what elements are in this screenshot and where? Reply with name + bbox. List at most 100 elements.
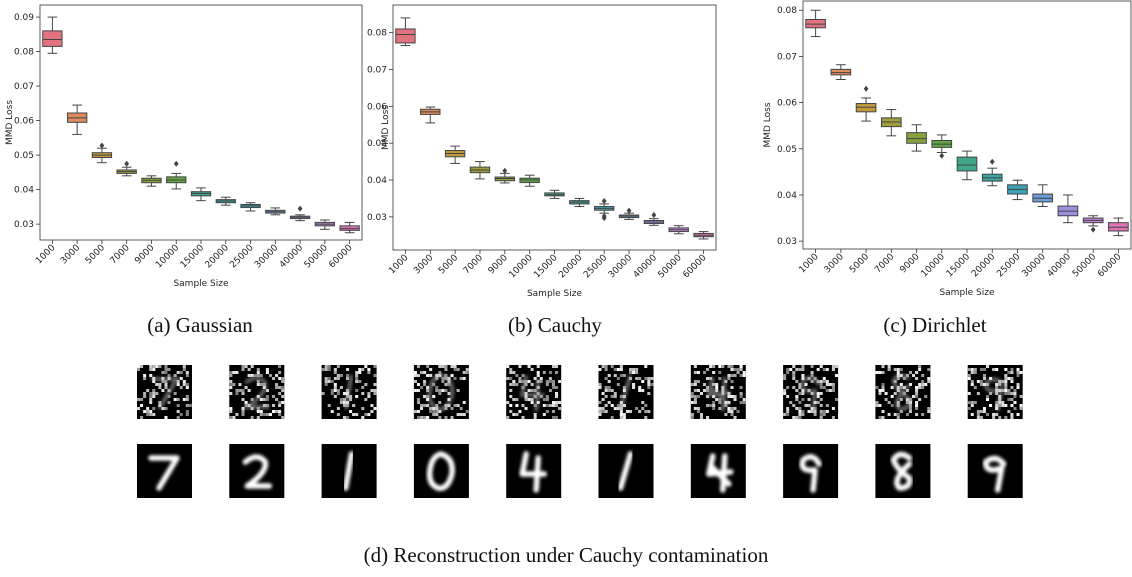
noise-pixel: [164, 368, 167, 371]
noise-pixel: [460, 413, 463, 416]
noise-pixel: [272, 410, 275, 413]
noise-pixel: [229, 383, 232, 386]
noise-pixel: [149, 398, 152, 401]
noise-pixel: [814, 413, 817, 416]
noise-pixel: [429, 374, 432, 377]
noise-pixel: [364, 365, 367, 368]
noise-pixel: [623, 416, 626, 419]
y-tick-label: 0.07: [14, 82, 34, 92]
noise-pixel: [325, 380, 328, 383]
noise-pixel: [189, 404, 192, 407]
y-tick-label: 0.03: [367, 213, 387, 223]
noise-pixel: [629, 368, 632, 371]
noise-pixel: [1004, 368, 1007, 371]
noise-pixel: [364, 413, 367, 416]
noise-pixel: [457, 404, 460, 407]
noise-pixel: [644, 377, 647, 380]
noise-pixel: [792, 386, 795, 389]
noise-pixel: [730, 365, 733, 368]
noise-pixel: [528, 380, 531, 383]
noise-pixel: [712, 365, 715, 368]
noise-pixel: [515, 374, 518, 377]
noise-pixel: [1007, 377, 1010, 380]
x-tick-label: 25000: [228, 243, 256, 271]
noise-pixel: [740, 392, 743, 395]
noise-pixel: [229, 380, 232, 383]
noise-pixel: [235, 392, 238, 395]
noise-pixel: [355, 395, 358, 398]
noise-pixel: [1010, 392, 1013, 395]
noise-pixel: [451, 365, 454, 368]
outlier: [939, 153, 944, 159]
noise-pixel: [740, 386, 743, 389]
noise-pixel: [795, 389, 798, 392]
noise-pixel: [614, 407, 617, 410]
noise-pixel: [1010, 377, 1013, 380]
noise-pixel: [977, 380, 980, 383]
noise-pixel: [620, 374, 623, 377]
noise-pixel: [740, 395, 743, 398]
noise-pixel: [444, 383, 447, 386]
noise-pixel: [808, 410, 811, 413]
noise-pixel: [281, 389, 284, 392]
noise-pixel: [509, 368, 512, 371]
noise-pixel: [552, 365, 555, 368]
noise-pixel: [183, 383, 186, 386]
noise-pixel: [980, 380, 983, 383]
noise-pixel: [186, 383, 189, 386]
noise-pixel: [546, 395, 549, 398]
noise-pixel: [1020, 404, 1023, 407]
noise-pixel: [697, 410, 700, 413]
noise-pixel: [700, 416, 703, 419]
noise-pixel: [727, 377, 730, 380]
noise-pixel: [331, 380, 334, 383]
noise-pixel: [915, 401, 918, 404]
noise-pixel: [346, 416, 349, 419]
noise-pixel: [229, 407, 232, 410]
noise-pixel: [466, 410, 469, 413]
noise-pixel: [463, 371, 466, 374]
noise-pixel: [543, 404, 546, 407]
noise-pixel: [549, 389, 552, 392]
noise-pixel: [235, 371, 238, 374]
noise-pixel: [635, 371, 638, 374]
noise-pixel: [340, 374, 343, 377]
noise-pixel: [921, 386, 924, 389]
noise-pixel: [364, 383, 367, 386]
noise-pixel: [358, 371, 361, 374]
noise-pixel: [611, 365, 614, 368]
noise-pixel: [168, 368, 171, 371]
noise-pixel: [878, 389, 881, 392]
noise-pixel: [697, 407, 700, 410]
noise-pixel: [977, 392, 980, 395]
noise-pixel: [278, 371, 281, 374]
noise-pixel: [509, 410, 512, 413]
x-tick-label: 60000: [327, 243, 355, 271]
noise-pixel: [543, 371, 546, 374]
noise-pixel: [373, 389, 376, 392]
x-axis-label: Sample Size: [173, 279, 229, 289]
noise-pixel: [1004, 389, 1007, 392]
noise-pixel: [146, 413, 149, 416]
noise-pixel: [968, 377, 971, 380]
noise-pixel: [158, 383, 161, 386]
noise-pixel: [878, 371, 881, 374]
noise-pixel: [694, 401, 697, 404]
noise-pixel: [826, 380, 829, 383]
noise-pixel: [974, 368, 977, 371]
x-tick-label: 40000: [1046, 252, 1074, 280]
noise-pixel: [730, 410, 733, 413]
noise-pixel: [426, 374, 429, 377]
noise-pixel: [155, 365, 158, 368]
noise-pixel: [420, 386, 423, 389]
noise-pixel: [463, 413, 466, 416]
noise-pixel: [525, 407, 528, 410]
noise-pixel: [457, 368, 460, 371]
noise-pixel: [823, 386, 826, 389]
noise-pixel: [245, 386, 248, 389]
noise-pixel: [986, 395, 989, 398]
noise-pixel: [146, 410, 149, 413]
noise-pixel: [275, 386, 278, 389]
noise-pixel: [786, 368, 789, 371]
plot-frame: [803, 1, 1131, 249]
